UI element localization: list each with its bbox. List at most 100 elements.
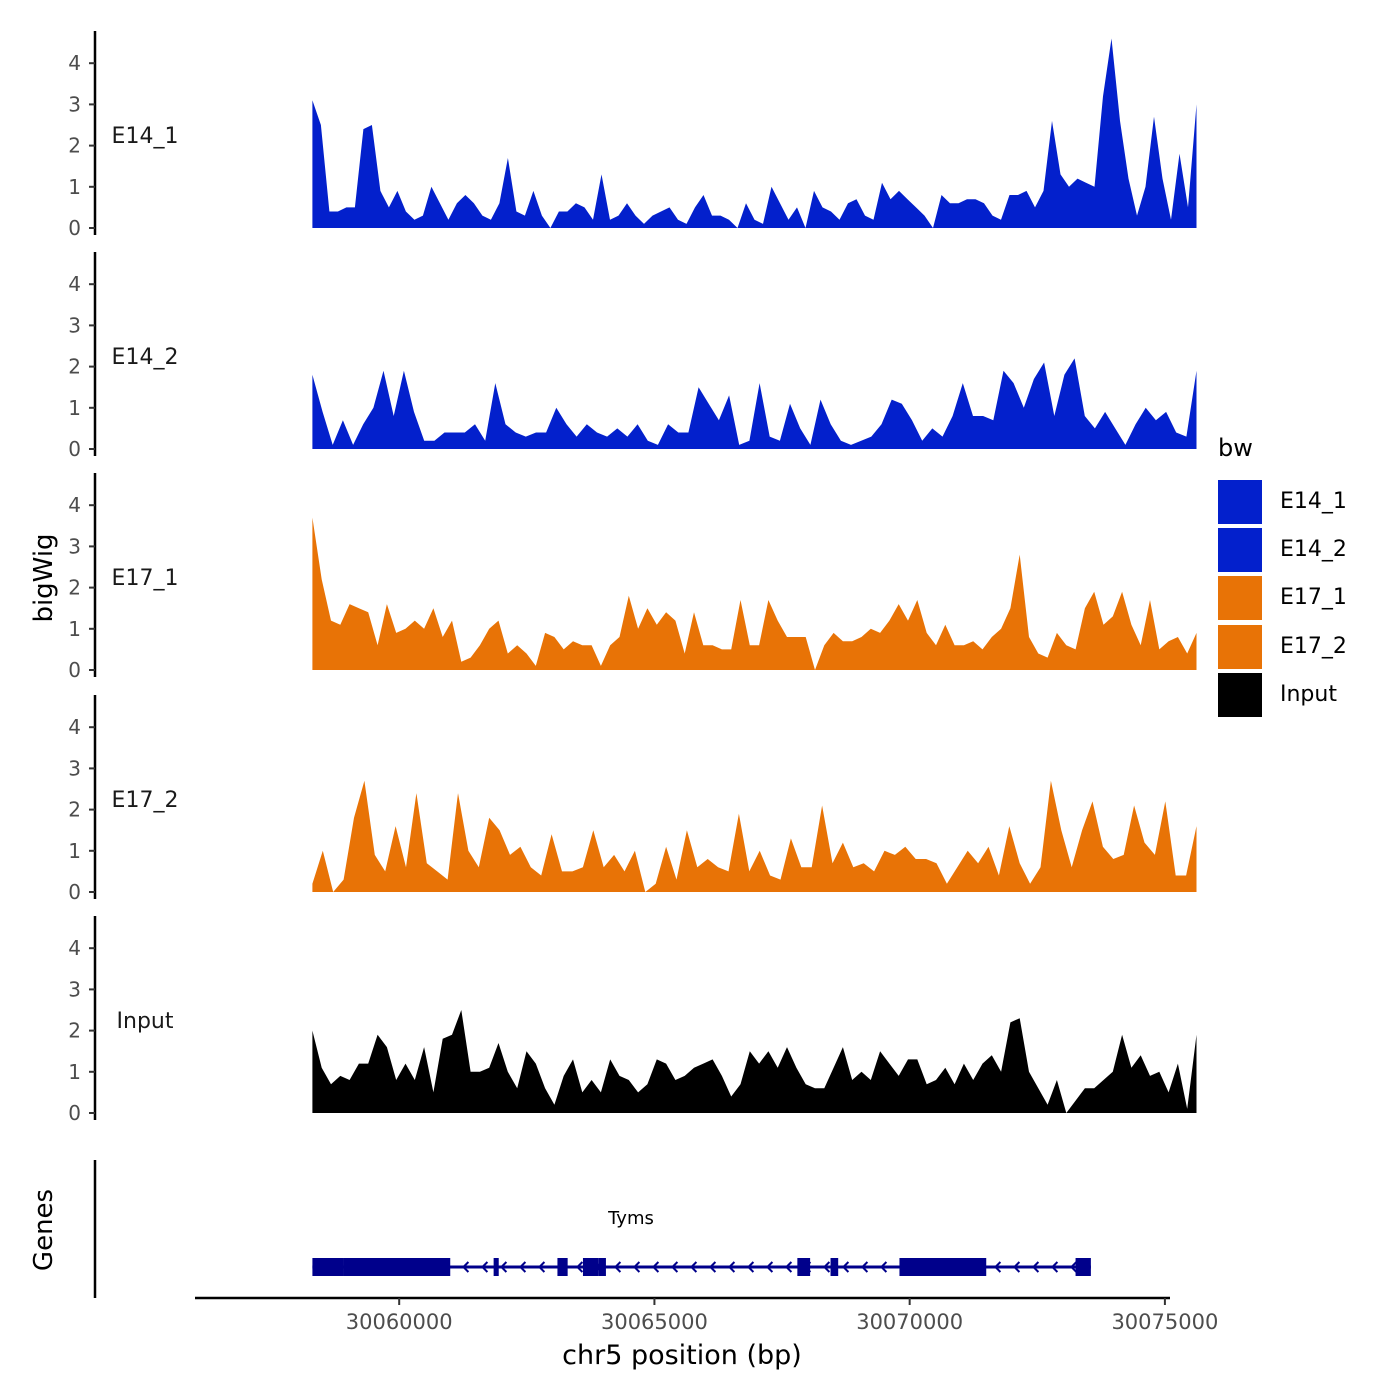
legend-label: E17_2 (1280, 633, 1347, 659)
y-tick-label: 3 (68, 977, 81, 1001)
strand-arrow (1012, 1261, 1021, 1273)
strand-arrow (613, 1261, 622, 1273)
genes-panel: Tyms (93, 1160, 1091, 1298)
y-tick-label: 2 (68, 798, 81, 822)
strand-arrow (670, 1261, 679, 1273)
strand-arrow (860, 1261, 869, 1273)
y-tick-label: 2 (68, 576, 81, 600)
strand-arrow (689, 1261, 698, 1273)
legend-swatch (1218, 576, 1262, 621)
y-tick-label: 1 (68, 1060, 81, 1084)
strand-arrow (537, 1261, 546, 1273)
x-axis-title: chr5 position (bp) (562, 1340, 802, 1371)
x-axis: 30060000 30065000 30070000 30075000 (195, 1296, 1218, 1334)
legend-swatch (1218, 672, 1262, 717)
y-tick-label: 0 (68, 658, 81, 682)
track-E17_1: 0 1 2 3 4 E17_1 (68, 473, 1197, 682)
gene-exon (830, 1258, 839, 1276)
y-tick-label: 4 (68, 715, 81, 739)
y-tick-label: 4 (68, 272, 81, 296)
gene-exon (598, 1258, 606, 1276)
legend-label: E14_2 (1280, 537, 1347, 563)
track-E14_1: 0 1 2 3 4 E14_1 (68, 31, 1197, 240)
coverage-tracks: 0 1 2 3 4 E14_1 0 1 2 3 4 E14_2 0 1 2 3 4 E17_1 0 1 2 3 4 E17_2… (68, 31, 1197, 1125)
strand-arrow (993, 1261, 1002, 1273)
y-tick-label: 2 (68, 355, 81, 379)
legend-title: bw (1218, 434, 1253, 462)
y-tick-label: 0 (68, 437, 81, 461)
gene-exon (797, 1258, 811, 1276)
gene-label: Tyms (607, 1208, 654, 1229)
y-tick-label: 3 (68, 313, 81, 337)
genes-panel-title: Genes (29, 1189, 59, 1271)
y-tick-label: 1 (68, 175, 81, 199)
strand-arrow (518, 1261, 527, 1273)
gene-exon (493, 1258, 499, 1276)
y-tick-label: 4 (68, 936, 81, 960)
track-label: E14_1 (112, 124, 179, 149)
y-tick-label: 4 (68, 51, 81, 75)
coverage-area-E14_1 (312, 38, 1197, 228)
track-label: E14_2 (112, 345, 179, 370)
y-tick-label: 3 (68, 534, 81, 558)
y-tick-label: 1 (68, 617, 81, 641)
strand-arrow (879, 1261, 888, 1273)
gene-exon (557, 1258, 568, 1276)
y-axis-title: bigWig (29, 533, 59, 622)
y-tick-label: 0 (68, 880, 81, 904)
y-tick-label: 1 (68, 839, 81, 863)
legend-item-E17_1: E17_1 (1218, 576, 1378, 621)
strand-arrow (632, 1261, 641, 1273)
strand-arrow (727, 1261, 736, 1273)
legend-swatch (1218, 480, 1262, 524)
strand-arrow (461, 1261, 470, 1273)
track-E17_2: 0 1 2 3 4 E17_2 (68, 695, 1197, 904)
strand-arrow (651, 1261, 660, 1273)
x-tick-label: 30070000 (856, 1310, 963, 1334)
strand-arrow (784, 1261, 793, 1273)
coverage-area-E17_1 (312, 517, 1197, 670)
x-tick-label: 30065000 (601, 1310, 708, 1334)
legend-item-E14_1: E14_1 (1218, 480, 1378, 524)
strand-arrow (841, 1261, 850, 1273)
strand-arrow (822, 1261, 831, 1273)
gene-exon (343, 1258, 451, 1276)
gene-exon (1075, 1258, 1091, 1276)
y-tick-label: 0 (68, 216, 81, 240)
x-tick-label: 30075000 (1111, 1310, 1218, 1334)
y-tick-label: 2 (68, 134, 81, 158)
coverage-area-E14_2 (312, 358, 1197, 449)
strand-arrow (1069, 1261, 1078, 1273)
y-tick-label: 3 (68, 92, 81, 116)
y-tick-label: 2 (68, 1019, 81, 1043)
track-E14_2: 0 1 2 3 4 E14_2 (68, 252, 1197, 461)
y-tick-label: 1 (68, 396, 81, 420)
x-tick-label: 30060000 (346, 1310, 453, 1334)
track-label: E17_2 (112, 788, 179, 813)
coverage-area-E17_2 (312, 780, 1197, 892)
gene-exon (582, 1258, 599, 1276)
track-Input: 0 1 2 3 4 Input (68, 916, 1197, 1125)
track-label: Input (117, 1009, 174, 1034)
strand-arrow (575, 1261, 584, 1273)
legend-item-Input: Input (1218, 672, 1378, 717)
gene-exon (899, 1258, 987, 1276)
legend-label: E17_1 (1280, 585, 1347, 611)
strand-arrow (1050, 1261, 1059, 1273)
strand-arrow (480, 1261, 489, 1273)
track-label: E17_1 (112, 566, 179, 591)
legend-item-E14_2: E14_2 (1218, 528, 1378, 573)
y-tick-label: 3 (68, 756, 81, 780)
legend-swatch (1218, 528, 1262, 573)
gene-exon (312, 1258, 344, 1276)
strand-arrow (765, 1261, 774, 1273)
legend-item-E17_2: E17_2 (1218, 624, 1378, 669)
y-tick-label: 4 (68, 493, 81, 517)
strand-arrow (708, 1261, 717, 1273)
coverage-area-Input (312, 1010, 1197, 1113)
y-tick-label: 0 (68, 1101, 81, 1125)
strand-arrow (499, 1261, 508, 1273)
legend-label: E14_1 (1280, 489, 1347, 514)
legend-swatch (1218, 624, 1262, 669)
